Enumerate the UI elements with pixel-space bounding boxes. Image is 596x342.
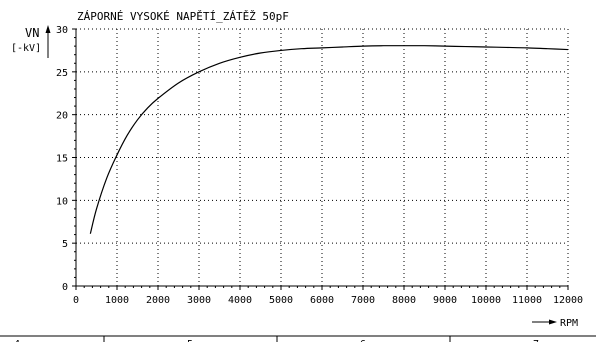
y-tick-label: 20 bbox=[56, 111, 68, 122]
y-tick-label: 15 bbox=[56, 154, 68, 165]
x-tick-label: 1000 bbox=[105, 295, 129, 306]
x-tick-label: 0 bbox=[73, 295, 79, 306]
frame-zone-number: 4 bbox=[14, 339, 20, 342]
x-tick-label: 9000 bbox=[433, 295, 457, 306]
drawing-frame: 4 5 6 7 bbox=[0, 335, 596, 342]
x-tick-label: 5000 bbox=[269, 295, 293, 306]
ticks bbox=[72, 28, 569, 290]
y-axis-label: VN bbox=[25, 26, 39, 40]
y-tick-label: 25 bbox=[56, 68, 68, 79]
x-tick-label: 4000 bbox=[228, 295, 252, 306]
frame-zone-number: 6 bbox=[360, 339, 366, 342]
tick-labels: 0 1000 2000 3000 4000 5000 6000 7000 8000 9000 100… bbox=[56, 25, 583, 306]
chart-title: ZÁPORNÉ VYSOKÉ NAPĚTÍ_ZÁTĚŽ 50pF bbox=[77, 10, 289, 23]
x-tick-label: 8000 bbox=[392, 295, 416, 306]
y-tick-label: 10 bbox=[56, 196, 68, 207]
frame-zone-number: 7 bbox=[533, 339, 539, 342]
frame-zone-number: 5 bbox=[187, 339, 193, 342]
series-line bbox=[89, 45, 569, 234]
series bbox=[89, 45, 569, 234]
x-tick-label: 12000 bbox=[553, 295, 583, 306]
x-tick-label: 10000 bbox=[471, 295, 501, 306]
x-axis-label: RPM bbox=[560, 318, 578, 329]
x-tick-label: 7000 bbox=[351, 295, 375, 306]
grid bbox=[76, 28, 569, 286]
x-tick-label: 3000 bbox=[187, 295, 211, 306]
x-tick-label: 2000 bbox=[146, 295, 170, 306]
y-tick-label: 30 bbox=[56, 25, 68, 36]
y-tick-label: 0 bbox=[62, 282, 68, 293]
y-tick-label: 5 bbox=[62, 239, 68, 250]
x-tick-label: 11000 bbox=[512, 295, 542, 306]
x-tick-label: 6000 bbox=[310, 295, 334, 306]
y-axis-arrow-head bbox=[45, 25, 51, 33]
x-axis-arrow-head bbox=[549, 319, 557, 325]
y-axis-unit: [-kV] bbox=[11, 43, 41, 54]
